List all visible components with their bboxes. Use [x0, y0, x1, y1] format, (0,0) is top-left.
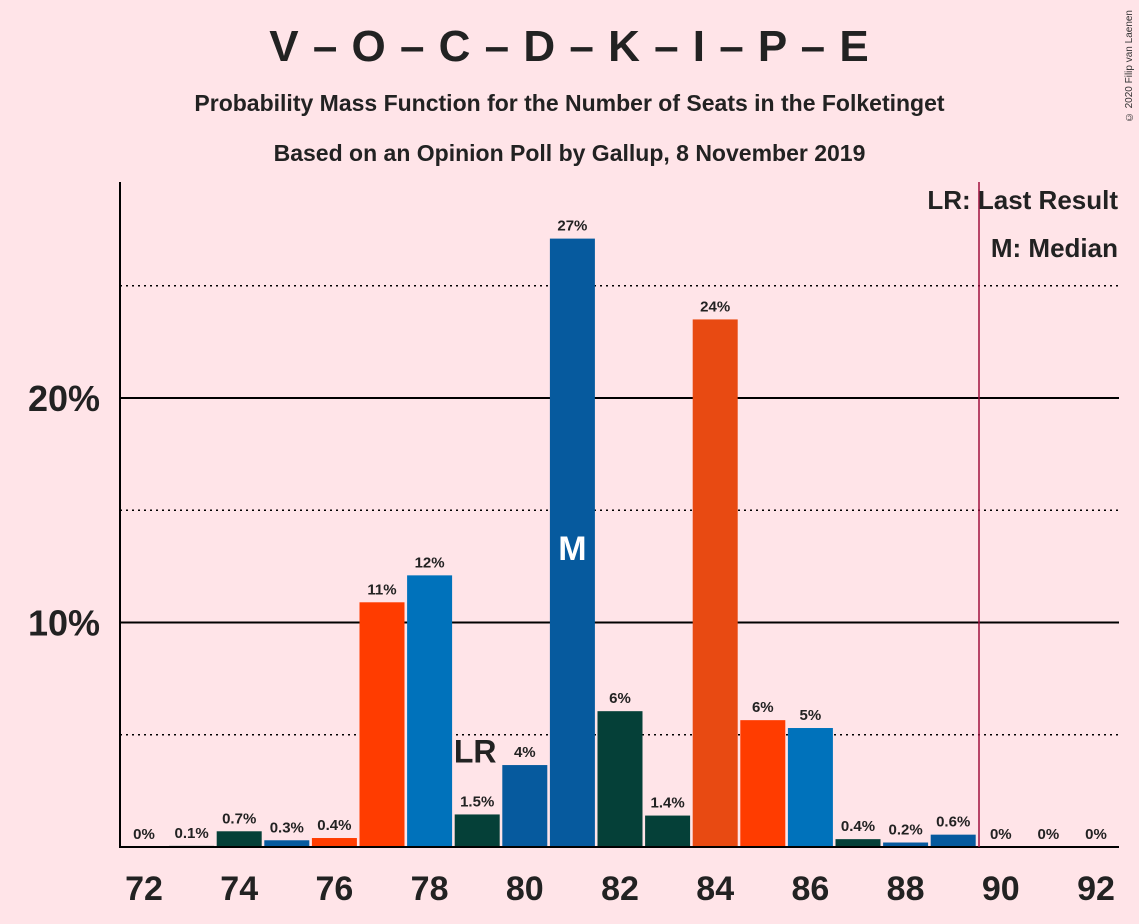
x-tick-label: 84: [696, 870, 734, 908]
annotations: 0% 0.1% 0.7% 0.3% 0.4% 11% 12% 1.5% 4% 27% 6% 1.4% 2…: [133, 182, 1118, 847]
bar-value-label: 4%: [514, 744, 536, 761]
median-marker: M: [558, 530, 586, 568]
bar: [883, 842, 929, 847]
gridlines: [120, 285, 1119, 736]
bar-value-label: 0%: [1038, 826, 1060, 843]
bar: [549, 238, 595, 848]
bar: [454, 814, 500, 847]
bar: [407, 575, 453, 847]
y-tick-label: 10%: [28, 603, 100, 644]
x-tick-label: 78: [411, 870, 449, 908]
bar: [645, 815, 691, 847]
legend-last-result: LR: Last Result: [927, 185, 1118, 215]
bar: [692, 319, 738, 847]
bar-value-label: 1.4%: [650, 795, 684, 812]
bar-value-label: 5%: [800, 707, 822, 724]
last-result-marker: LR: [454, 733, 497, 769]
x-tick-label: 82: [601, 870, 639, 908]
bar-value-label: 12%: [415, 554, 445, 571]
bar-value-label: 1.5%: [460, 793, 494, 810]
bar-value-label: 0%: [133, 826, 155, 843]
chart-subtitle-poll: Based on an Opinion Poll by Gallup, 8 No…: [273, 140, 866, 166]
bar: [502, 765, 548, 847]
x-tick-label: 92: [1077, 870, 1115, 908]
bar-value-label: 0.2%: [888, 822, 922, 839]
y-tick-label: 20%: [28, 378, 100, 419]
bar-value-label: 0%: [1085, 826, 1107, 843]
x-tick-label: 72: [125, 870, 163, 908]
bar: [787, 728, 833, 847]
chart-subtitle: Probability Mass Function for the Number…: [194, 90, 945, 116]
legend-median: M: Median: [991, 233, 1118, 263]
bar: [835, 839, 881, 847]
bar: [264, 840, 310, 847]
bar: [930, 834, 976, 847]
chart-title: V – O – C – D – K – I – P – E: [269, 22, 870, 71]
bar-value-label: 0.7%: [222, 810, 256, 827]
bar-value-label: 24%: [700, 298, 730, 315]
bar: [740, 720, 786, 847]
bar-value-label: 0.1%: [174, 825, 208, 842]
x-tick-label: 80: [506, 870, 544, 908]
x-tick-label: 88: [887, 870, 925, 908]
bar-value-label: 6%: [752, 699, 774, 716]
bar-value-label: 0%: [990, 826, 1012, 843]
bar-value-label: 27%: [557, 218, 587, 235]
bar: [311, 838, 357, 847]
bar-value-label: 0.4%: [841, 818, 875, 835]
bar-value-label: 6%: [609, 690, 631, 707]
x-tick-label: 76: [315, 870, 353, 908]
bar-value-label: 0.3%: [270, 819, 304, 836]
bar-value-label: 11%: [367, 581, 396, 598]
bar-value-label: 0.6%: [936, 814, 970, 831]
axes: 10% 20% 72 74 76 78 80 82 84 86 88 90 92: [28, 182, 1119, 908]
bars: [169, 238, 976, 848]
x-tick-label: 90: [982, 870, 1020, 908]
bar: [597, 711, 643, 847]
bar: [359, 602, 405, 847]
bar-value-label: 0.4%: [317, 817, 351, 834]
x-tick-label: 86: [791, 870, 829, 908]
bar: [216, 831, 262, 847]
x-tick-label: 74: [220, 870, 258, 908]
